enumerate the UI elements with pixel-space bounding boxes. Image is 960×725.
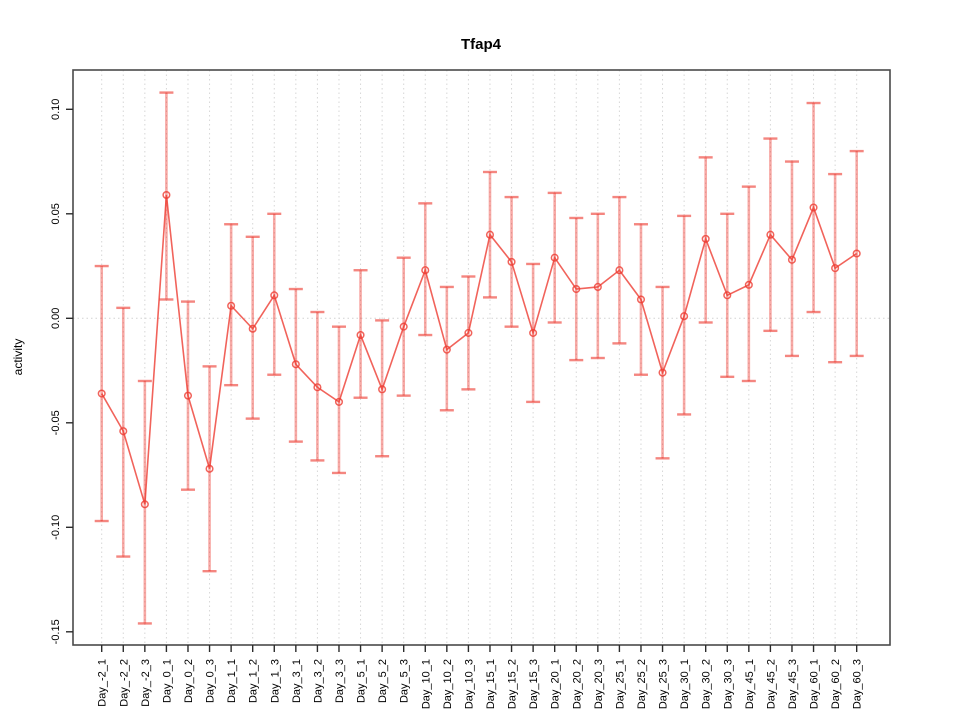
data-point [464, 328, 473, 337]
x-tick-label: Day_0_1 [161, 659, 173, 703]
y-axis-label: activity [11, 339, 25, 376]
data-point [227, 301, 236, 310]
data-point [852, 249, 861, 258]
x-tick-label: Day_25_2 [636, 659, 648, 709]
x-tick-label: Day_1_1 [226, 659, 238, 703]
data-point [140, 500, 149, 509]
x-tick-label: Day_20_2 [571, 659, 583, 709]
x-axis: Day_-2_1 Day_-2_2 Day_-2_3 Day_0_1 Day_0_2 Da… [97, 645, 864, 709]
x-tick-label: Day_5_2 [377, 659, 389, 703]
data-point [442, 345, 451, 354]
data-point [248, 324, 257, 333]
data-point [119, 427, 128, 436]
data-point [356, 330, 365, 340]
data-point [205, 464, 214, 473]
x-tick-label: Day_10_2 [442, 659, 454, 709]
x-tick-label: Day_0_3 [205, 659, 217, 703]
x-tick-label: Day_20_3 [593, 659, 605, 709]
x-tick-label: Day_-2_2 [118, 659, 130, 707]
data-points-layer [97, 190, 861, 509]
data-point [291, 360, 300, 369]
data-point [572, 284, 581, 294]
data-point [162, 190, 171, 200]
data-point [615, 266, 624, 275]
data-point [701, 234, 710, 243]
x-tick-label: Day_-2_3 [140, 659, 152, 707]
x-tick-label: Day_45_3 [787, 659, 799, 709]
x-tick-label: Day_25_1 [614, 659, 626, 709]
data-point [421, 266, 430, 275]
x-tick-label: Day_30_3 [722, 659, 734, 709]
chart-title: Tfap4 [461, 36, 502, 53]
series-line [101, 194, 858, 505]
x-tick-label: Day_5_3 [399, 659, 411, 703]
y-axis: 0.10 0.05 0.00 -0.05 -0.10 -0.15 [50, 99, 73, 644]
x-tick-label: Day_15_2 [507, 659, 519, 709]
data-point [507, 257, 516, 266]
x-tick-label: Day_60_1 [809, 659, 821, 709]
data-point [529, 328, 538, 337]
x-tick-label: Day_10_3 [463, 659, 475, 709]
x-tick-label: Day_45_1 [744, 659, 756, 709]
data-point [378, 385, 387, 394]
x-tick-label: Day_-2_1 [97, 659, 109, 707]
data-point [399, 322, 408, 331]
gridlines-layer [73, 70, 890, 645]
data-point [680, 312, 689, 321]
x-tick-label: Day_3_3 [334, 659, 346, 703]
data-point [636, 295, 646, 304]
plot-frame [72, 69, 891, 646]
x-tick-label: Day_0_2 [183, 659, 195, 703]
data-point [831, 264, 840, 273]
data-point [809, 203, 818, 212]
x-tick-label: Day_45_2 [765, 659, 777, 709]
data-point [183, 391, 193, 400]
x-tick-label: Day_60_3 [852, 659, 864, 709]
x-tick-label: Day_3_1 [291, 659, 303, 703]
data-point [97, 389, 106, 398]
x-tick-label: Day_1_3 [269, 659, 281, 703]
data-point [270, 291, 279, 300]
series-line-layer [101, 194, 858, 505]
x-tick-label: Day_30_1 [679, 659, 691, 709]
x-tick-label: Day_20_1 [550, 659, 562, 709]
x-tick-label: Day_25_3 [658, 659, 670, 709]
x-tick-label: Day_5_1 [356, 659, 368, 703]
y-tick-label: 0.00 [50, 308, 62, 329]
x-tick-label: Day_30_2 [701, 659, 713, 709]
x-tick-label: Day_1_2 [248, 659, 260, 703]
data-point [766, 230, 775, 239]
data-point [593, 282, 602, 292]
y-tick-label: 0.10 [50, 99, 62, 120]
x-tick-label: Day_60_2 [830, 659, 842, 709]
data-point [787, 255, 797, 264]
y-tick-label: -0.05 [50, 410, 62, 435]
y-tick-label: 0.05 [50, 203, 62, 224]
data-point [723, 291, 732, 300]
data-point [550, 253, 559, 262]
y-tick-label: -0.10 [50, 515, 62, 540]
data-point [658, 368, 667, 377]
x-tick-label: Day_15_3 [528, 659, 540, 709]
data-point [744, 280, 753, 289]
x-tick-label: Day_10_1 [420, 659, 432, 709]
data-point [485, 230, 495, 239]
x-tick-label: Day_3_2 [312, 659, 324, 703]
data-point [334, 397, 344, 406]
y-tick-label: -0.15 [50, 619, 62, 644]
x-tick-label: Day_15_1 [485, 659, 497, 709]
data-point [313, 383, 322, 392]
